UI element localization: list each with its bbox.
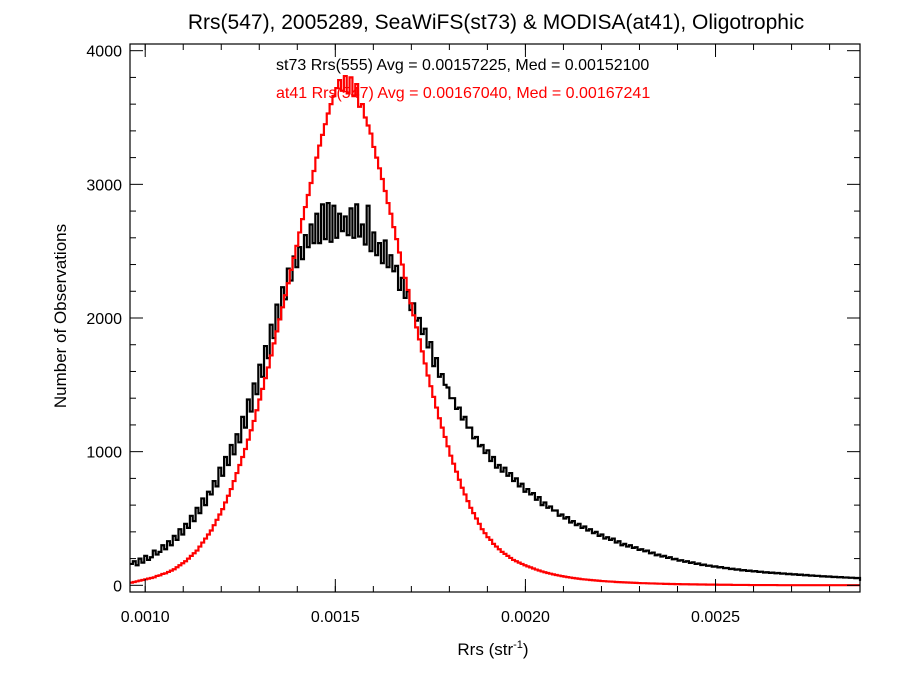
y-tick-label: 0 [113, 578, 122, 595]
y-tick-label: 4000 [86, 44, 122, 61]
series-line-st73 [130, 201, 862, 581]
x-tick-label: 0.0015 [311, 609, 360, 626]
annotation-st73: st73 Rrs(555) Avg = 0.00157225, Med = 0.… [276, 57, 649, 74]
x-tick-label: 0.0020 [501, 609, 550, 626]
y-tick-label: 2000 [86, 311, 122, 328]
chart-title: Rrs(547), 2005289, SeaWiFS(st73) & MODIS… [188, 11, 804, 34]
y-tick-label: 3000 [86, 177, 122, 194]
x-axis-label-close: ) [523, 640, 529, 659]
x-axis-label-sup: -1 [513, 639, 523, 651]
y-axis-label: Number of Observations [51, 224, 70, 408]
plot-area: 0.0010 0.0015 0.0020 0.0025 0 1000 2000 3000 400… [86, 43, 862, 626]
plot-frame [129, 43, 861, 593]
x-tick-label: 0.0010 [121, 609, 170, 626]
x-tick-label: 0.0025 [691, 609, 740, 626]
x-axis-label: Rrs (str-1) [457, 639, 528, 659]
annotation-at41: at41 Rrs(547) Avg = 0.00167040, Med = 0.… [276, 85, 650, 102]
y-tick-label: 1000 [86, 445, 122, 462]
series-line-at41 [130, 74, 860, 587]
x-axis-label-main: Rrs (str [457, 640, 513, 659]
